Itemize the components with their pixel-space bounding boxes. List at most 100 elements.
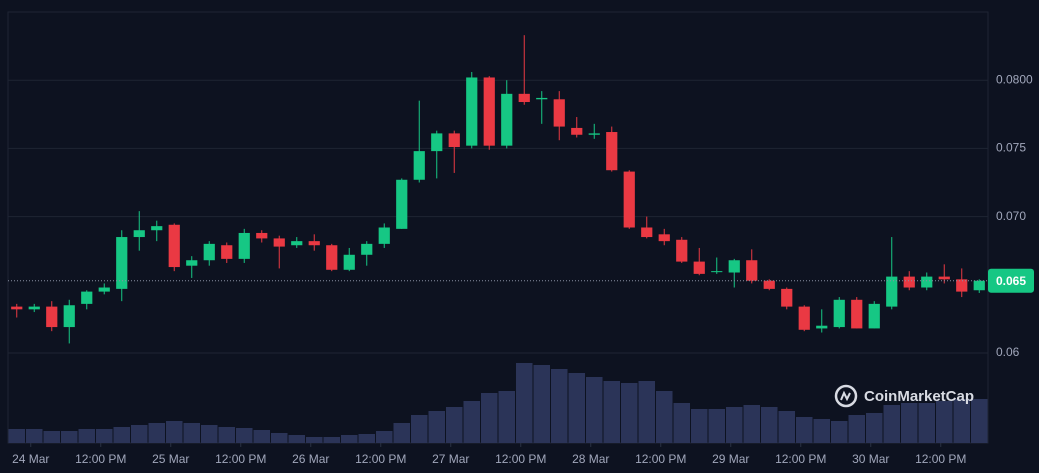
volume-bar	[971, 399, 988, 443]
volume-bar	[463, 401, 480, 443]
candle-body	[151, 226, 163, 231]
candle-body	[133, 230, 145, 238]
volume-bar	[113, 427, 130, 443]
candle-body	[921, 276, 933, 288]
candle-body	[413, 151, 425, 180]
candle-body	[956, 279, 968, 292]
candle-body	[868, 303, 880, 329]
x-tick-label: 12:00 PM	[215, 452, 266, 466]
candle-body	[46, 306, 58, 328]
candle-body	[851, 299, 863, 329]
volume-bar	[883, 405, 900, 443]
candle-body	[641, 227, 653, 238]
volume-bar	[26, 429, 43, 443]
y-tick-label: 0.070	[996, 209, 1026, 223]
volume-bar	[551, 369, 568, 443]
candle-body	[973, 280, 985, 291]
volume-bar	[166, 421, 183, 443]
candle-body	[431, 133, 443, 152]
candle-body	[781, 288, 793, 307]
volume-bar	[288, 435, 305, 443]
volume-bar	[446, 407, 463, 443]
volume-bar	[8, 429, 25, 443]
candle-body	[588, 133, 600, 135]
candle-body	[623, 171, 635, 228]
candle-body	[833, 299, 845, 328]
volume-bar	[61, 431, 78, 443]
volume-bar	[708, 409, 725, 443]
candle-body	[291, 241, 303, 246]
x-tick-label: 24 Mar	[12, 452, 49, 466]
candle-body	[63, 305, 75, 328]
watermark: CoinMarketCap	[834, 384, 974, 408]
candle-body	[518, 93, 530, 103]
volume-bar	[831, 421, 848, 443]
volume-bar	[481, 393, 498, 443]
last-price-label: 0.065	[996, 274, 1026, 288]
y-tick-label: 0.06	[996, 345, 1020, 359]
candle-body	[903, 276, 915, 288]
x-tick-label: 30 Mar	[852, 452, 889, 466]
volume-bar	[411, 415, 428, 443]
volume-bar	[43, 431, 60, 443]
volume-bar	[813, 419, 830, 443]
logo-mark	[840, 390, 851, 402]
x-tick-label: 12:00 PM	[915, 452, 966, 466]
candle-body	[728, 260, 740, 273]
candle-body	[361, 243, 373, 255]
volume-bar	[673, 403, 690, 443]
x-tick-label: 12:00 PM	[775, 452, 826, 466]
candle-body	[571, 127, 583, 135]
candle-body	[798, 306, 810, 330]
volume-bar	[376, 431, 393, 443]
candle-body	[711, 271, 723, 273]
volume-bar	[183, 423, 200, 443]
candle-body	[553, 99, 565, 127]
candle-body	[256, 232, 268, 239]
volume-bar	[306, 437, 323, 443]
x-tick-label: 12:00 PM	[495, 452, 546, 466]
candle-body	[658, 234, 670, 242]
volume-bar	[236, 428, 253, 443]
volume-bar	[848, 415, 865, 443]
candle-body	[343, 254, 355, 270]
volume-bar	[96, 429, 113, 443]
volume-bar	[586, 377, 603, 443]
volume-bar	[621, 383, 638, 443]
volume-bar	[568, 373, 585, 443]
volume-bar	[603, 381, 620, 443]
y-tick-label: 0.0800	[996, 72, 1033, 86]
volume-bar	[638, 381, 655, 443]
x-tick-label: 12:00 PM	[75, 452, 126, 466]
volume-bar	[148, 423, 165, 443]
volume-bar	[358, 434, 375, 443]
volume-bar	[726, 407, 743, 443]
volume-bar	[253, 430, 270, 443]
x-tick-label: 12:00 PM	[635, 452, 686, 466]
volume-bar	[533, 365, 550, 443]
volume-bar	[743, 405, 760, 443]
volume-bar	[796, 417, 813, 443]
volume-bar	[778, 411, 795, 443]
volume-bar	[866, 413, 883, 443]
candle-body	[396, 179, 408, 229]
candle-body	[273, 238, 285, 247]
volume-bar	[323, 437, 340, 443]
volume-bar	[498, 391, 515, 443]
candle-body	[886, 276, 898, 307]
candle-body	[378, 227, 390, 244]
candle-body	[98, 287, 110, 292]
candle-body	[203, 243, 215, 261]
candle-body	[168, 224, 180, 268]
volume-bar	[516, 363, 533, 443]
x-tick-label: 26 Mar	[292, 452, 329, 466]
plot-frame	[7, 11, 989, 444]
volume-bar	[271, 433, 288, 443]
candle-body	[816, 325, 828, 329]
candle-body	[116, 237, 128, 289]
candle-body	[763, 280, 775, 289]
volume-bar	[78, 429, 95, 443]
watermark-text: CoinMarketCap	[864, 388, 974, 405]
candle-body	[676, 239, 688, 262]
